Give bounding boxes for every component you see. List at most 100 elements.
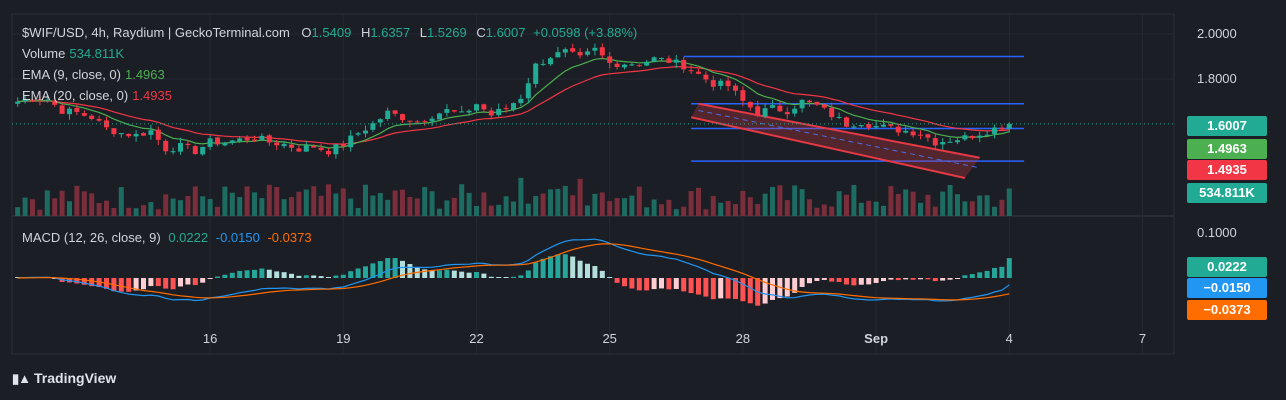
candle-body xyxy=(466,110,472,113)
macd-histogram-bar xyxy=(437,270,442,278)
volume-bar xyxy=(755,204,761,216)
channel-midline xyxy=(698,110,980,169)
volume-bar xyxy=(466,192,472,216)
volume-bar xyxy=(96,203,102,216)
macd-histogram-bar xyxy=(170,278,176,290)
volume-bar xyxy=(888,186,894,216)
candle-body xyxy=(681,59,687,70)
volume-bar xyxy=(59,190,65,216)
macd-histogram-bar xyxy=(681,278,687,292)
macd-histogram-bar xyxy=(599,270,605,278)
volume-bar xyxy=(296,191,302,216)
macd-histogram-bar xyxy=(636,278,642,291)
volume-bar xyxy=(873,201,879,216)
time-tick-label: 22 xyxy=(469,331,483,346)
volume-bar xyxy=(925,194,931,216)
ema9-value: 1.4963 xyxy=(124,67,165,82)
volume-bar xyxy=(333,193,339,216)
macd-histogram-bar xyxy=(244,270,250,278)
volume-bar xyxy=(370,195,376,216)
volume-bar xyxy=(385,199,391,216)
volume-bar xyxy=(725,201,731,216)
macd-histogram-bar xyxy=(511,276,516,278)
volume-bar xyxy=(437,208,442,216)
candle-body xyxy=(599,47,605,56)
candle-body xyxy=(673,59,679,63)
volume-bar xyxy=(636,186,642,216)
volume-bar xyxy=(740,190,746,216)
candle-body xyxy=(932,138,938,146)
macd-histogram-bar xyxy=(895,278,901,281)
candle-body xyxy=(281,143,287,147)
macd-histogram-bar xyxy=(266,269,272,278)
close-label: C xyxy=(476,25,486,40)
candle-body xyxy=(259,135,265,140)
candle-body xyxy=(348,135,354,148)
candle-body xyxy=(659,58,664,60)
candle-body xyxy=(962,135,968,140)
legend-row-main: $WIF/USD, 4h, Raydium | GeckoTerminal.co… xyxy=(22,26,637,39)
macd-histogram-bar xyxy=(925,278,931,280)
volume-bar xyxy=(969,201,975,216)
volume-bar xyxy=(851,184,857,216)
legend-row-ema9[interactable]: EMA (9, close, 0) 1.4963 xyxy=(22,68,165,81)
symbol-title[interactable]: $WIF/USD, 4h, Raydium | GeckoTerminal.co… xyxy=(22,25,290,40)
legend-row-ema20[interactable]: EMA (20, close, 0) 1.4935 xyxy=(22,89,172,102)
macd-histogram-bar xyxy=(725,278,731,299)
volume-bar xyxy=(459,184,465,216)
volume-bar xyxy=(126,207,132,216)
macd-histogram-bar xyxy=(555,254,561,278)
macd-histogram-bar xyxy=(89,278,95,287)
macd-histogram-bar xyxy=(821,278,827,280)
volume-bar xyxy=(289,197,294,216)
candle-body xyxy=(666,58,672,63)
candle-body xyxy=(429,118,435,122)
candle-body xyxy=(377,119,383,123)
volume-bar xyxy=(673,209,679,216)
candle-body xyxy=(333,144,339,155)
macd-histogram-bar xyxy=(348,271,354,278)
macd-histogram-bar xyxy=(644,278,650,291)
candle-body xyxy=(474,104,479,111)
candle-body xyxy=(163,140,169,152)
macd-histogram-bar xyxy=(363,266,368,278)
legend-row-macd[interactable]: MACD (12, 26, close, 9) 0.0222 -0.0150 -… xyxy=(22,231,312,244)
volume-bar xyxy=(148,202,154,216)
volume-bar xyxy=(696,187,701,216)
macd-histogram-bar xyxy=(666,278,672,290)
macd-histogram-bar xyxy=(696,278,701,295)
candle-body xyxy=(481,104,487,110)
candle-body xyxy=(89,115,95,119)
time-tick-label: Sep xyxy=(864,331,888,346)
macd-histogram-bar xyxy=(747,278,753,304)
candle-body xyxy=(873,125,879,128)
candle-body xyxy=(710,80,716,87)
macd-histogram-bar xyxy=(740,278,746,302)
macd-histogram-bar xyxy=(540,258,546,278)
candle-body xyxy=(222,142,228,146)
high-label: H xyxy=(360,25,371,40)
candle-body xyxy=(59,105,65,114)
candle-body xyxy=(607,56,613,63)
macd-histogram-bar xyxy=(148,278,154,287)
macd-histogram-bar xyxy=(673,278,679,289)
ema20-line xyxy=(17,65,1010,145)
ema20-label: EMA (20, close, 0) xyxy=(22,88,129,103)
legend-row-volume[interactable]: Volume 534.811K xyxy=(22,47,124,60)
volume-bar xyxy=(244,186,250,216)
tradingview-logo[interactable]: ▮▲ TradingView xyxy=(12,370,116,387)
volume-bar xyxy=(22,197,28,216)
candle-body xyxy=(459,111,465,113)
volume-bar xyxy=(407,196,413,216)
volume-bar xyxy=(821,204,827,216)
candle-body xyxy=(799,99,805,109)
candle-body xyxy=(170,151,176,153)
candle-body xyxy=(192,146,198,154)
macd-histogram-bar xyxy=(355,268,361,278)
macd-histogram-bar xyxy=(858,278,864,285)
candle-body xyxy=(888,124,894,126)
candle-body xyxy=(496,108,502,116)
candle-body xyxy=(244,137,250,141)
time-tick-label: 28 xyxy=(736,331,750,346)
